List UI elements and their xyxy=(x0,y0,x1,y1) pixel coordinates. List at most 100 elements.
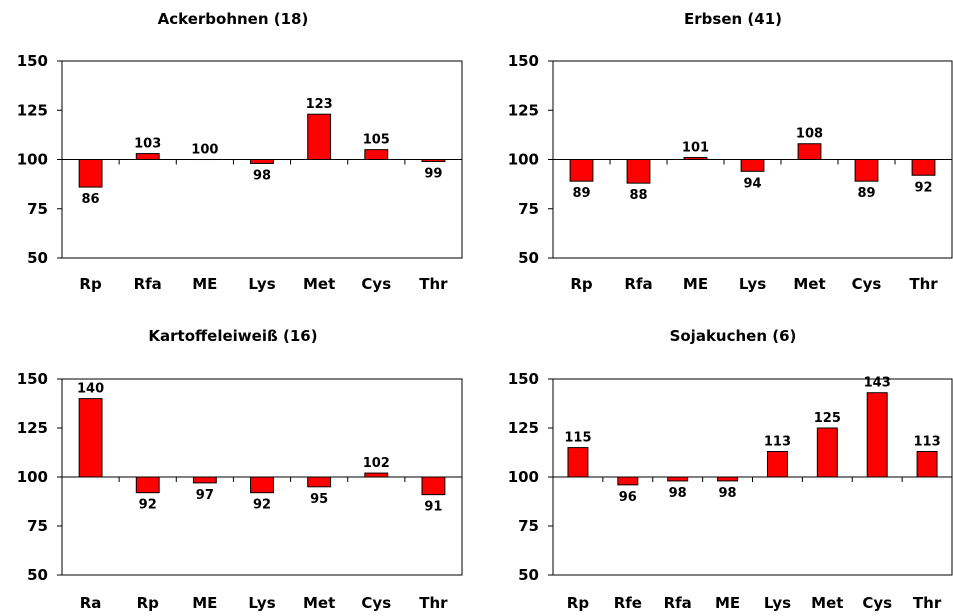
x-category-label: Thr xyxy=(419,594,448,612)
x-category-label: ME xyxy=(683,275,708,293)
data-label: 140 xyxy=(77,382,104,397)
x-category-label: ME xyxy=(715,594,740,612)
x-category-label: Lys xyxy=(764,594,791,612)
bar-lys xyxy=(250,476,274,494)
data-label: 102 xyxy=(363,456,390,471)
x-category-label: Rfa xyxy=(624,275,652,293)
y-tick-label: 125 xyxy=(508,419,539,437)
chart-title: Ackerbohnen (18) xyxy=(158,10,309,28)
x-category-label: Met xyxy=(793,275,825,293)
data-label: 98 xyxy=(669,486,687,501)
x-category-label: Rfa xyxy=(134,275,162,293)
data-label: 94 xyxy=(743,176,761,191)
x-category-label: ME xyxy=(192,594,217,612)
x-category-label: Met xyxy=(303,594,335,612)
chart-panel-3: Kartoffeleiweiß (16) 50 75 100 125 150 140 Ra 92… xyxy=(17,327,463,612)
bar-rp xyxy=(135,476,160,494)
bar-me xyxy=(717,476,739,482)
x-category-label: Rp xyxy=(567,594,590,612)
y-tick-label: 100 xyxy=(17,151,48,169)
bar-cys xyxy=(364,149,389,160)
bar-lys xyxy=(740,159,765,172)
data-label: 113 xyxy=(764,435,791,450)
x-category-label: Cys xyxy=(862,594,892,612)
x-category-label: Ra xyxy=(80,594,102,612)
bar-thr xyxy=(421,476,446,496)
data-label: 92 xyxy=(914,180,932,195)
data-label: 123 xyxy=(306,97,333,112)
data-label: 98 xyxy=(719,486,737,501)
y-tick-label: 125 xyxy=(17,101,48,119)
bar-thr xyxy=(916,451,938,478)
bar-rfa xyxy=(135,153,160,160)
data-label: 115 xyxy=(564,431,591,446)
x-category-label: Cys xyxy=(361,594,391,612)
bar-cys xyxy=(854,159,879,182)
y-tick-label: 150 xyxy=(508,52,539,70)
bar-cys xyxy=(866,392,888,478)
y-tick-label: 50 xyxy=(518,566,539,584)
data-label: 100 xyxy=(191,143,218,158)
chart-panel-2: Erbsen (41) 50 75 100 125 150 89 Rp 88 Rfa 101 ME 94… xyxy=(508,10,953,293)
chart-title: Kartoffeleiweiß (16) xyxy=(148,327,317,345)
bar-ra xyxy=(78,398,103,478)
chart-title: Sojakuchen (6) xyxy=(670,327,797,345)
chart-title: Erbsen (41) xyxy=(684,10,782,28)
y-tick-label: 75 xyxy=(27,517,48,535)
y-tick-label: 125 xyxy=(508,101,539,119)
x-category-label: Rfa xyxy=(664,594,692,612)
data-label: 105 xyxy=(363,133,390,148)
x-category-label: Cys xyxy=(852,275,882,293)
data-label: 108 xyxy=(796,127,823,142)
data-label: 89 xyxy=(857,186,875,201)
y-tick-label: 75 xyxy=(518,517,539,535)
data-label: 95 xyxy=(310,492,328,507)
y-tick-label: 100 xyxy=(508,468,539,486)
data-label: 98 xyxy=(253,168,271,183)
bar-met xyxy=(307,113,332,161)
data-label: 103 xyxy=(134,137,161,152)
data-label: 143 xyxy=(864,376,891,391)
bar-me xyxy=(192,476,217,484)
data-label: 99 xyxy=(424,166,442,181)
data-label: 125 xyxy=(814,411,841,426)
data-label: 86 xyxy=(82,192,100,207)
y-tick-label: 50 xyxy=(27,566,48,584)
y-tick-label: 150 xyxy=(17,52,48,70)
data-label: 113 xyxy=(913,435,940,450)
y-tick-label: 50 xyxy=(27,249,48,267)
bar-rfe xyxy=(617,476,639,486)
x-category-label: Rfe xyxy=(614,594,642,612)
data-label: 101 xyxy=(682,141,709,156)
y-tick-label: 100 xyxy=(508,151,539,169)
data-label: 88 xyxy=(629,188,647,203)
bar-met xyxy=(797,143,822,161)
x-category-label: Thr xyxy=(913,594,942,612)
x-category-label: Met xyxy=(303,275,335,293)
chart-panel-1: Ackerbohnen (18) 50 75 100 125 150 86 Rp 103 Rfa 1… xyxy=(17,10,463,293)
bar-thr xyxy=(911,159,936,176)
x-category-label: Thr xyxy=(909,275,938,293)
x-category-label: Rp xyxy=(79,275,102,293)
x-category-label: Rp xyxy=(137,594,160,612)
y-tick-label: 150 xyxy=(508,370,539,388)
x-category-label: Thr xyxy=(419,275,448,293)
x-category-label: Cys xyxy=(361,275,391,293)
y-tick-label: 75 xyxy=(518,200,539,218)
data-label: 96 xyxy=(619,490,637,505)
x-category-label: Met xyxy=(811,594,843,612)
chart-panel-4: Sojakuchen (6) 50 75 100 125 150 115 Rp 96 Rfe 98 R… xyxy=(508,327,953,612)
y-tick-label: 125 xyxy=(17,419,48,437)
bar-met xyxy=(307,476,332,488)
data-label: 91 xyxy=(424,500,442,515)
x-category-label: ME xyxy=(192,275,217,293)
bar-rp xyxy=(567,447,589,478)
bar-rp xyxy=(78,159,103,188)
bar-lys xyxy=(766,451,788,478)
data-label: 97 xyxy=(196,488,214,503)
bar-lys xyxy=(250,159,274,164)
x-category-label: Lys xyxy=(739,275,766,293)
bar-rfa xyxy=(626,159,651,184)
data-label: 92 xyxy=(139,498,157,513)
data-label: 89 xyxy=(572,186,590,201)
